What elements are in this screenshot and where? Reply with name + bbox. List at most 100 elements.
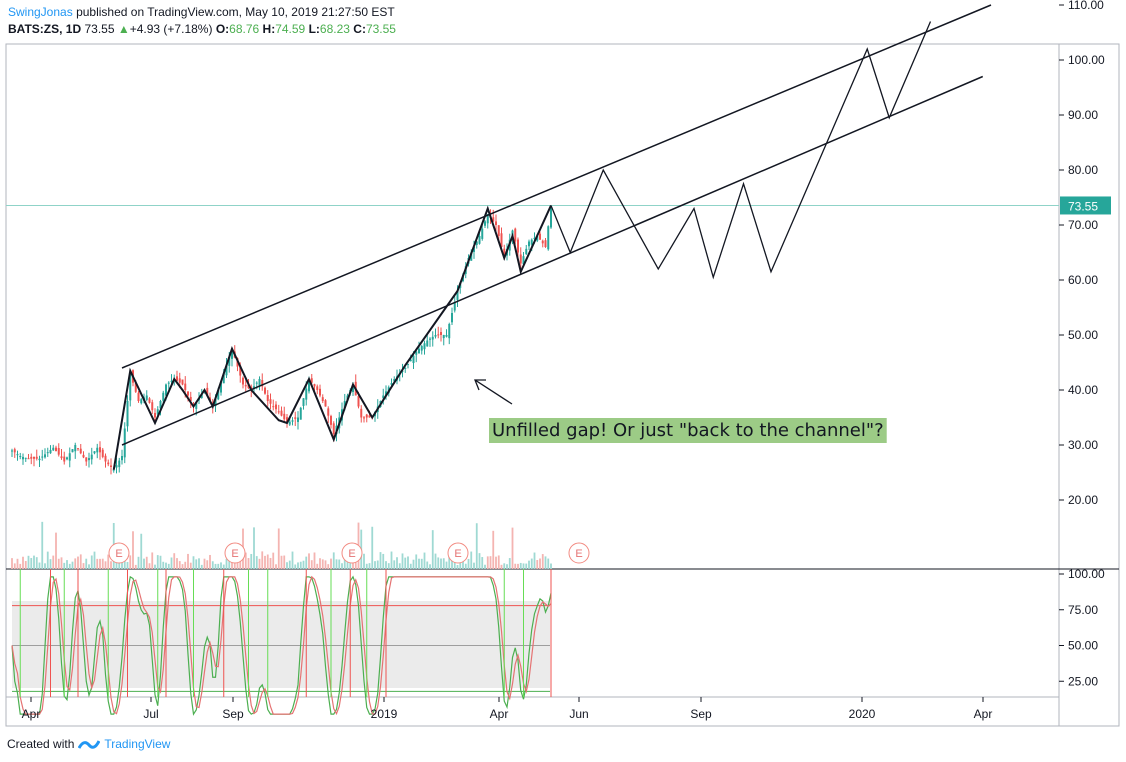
candle-body — [96, 447, 99, 453]
candle-body — [244, 385, 247, 387]
volume-bar — [401, 553, 404, 569]
candle-body — [66, 457, 68, 460]
volume-bar — [46, 551, 49, 569]
price-tick-label: 40.00 — [1068, 383, 1098, 397]
candle-body — [167, 382, 170, 384]
volume-bar — [481, 557, 484, 569]
candle-body — [363, 417, 365, 419]
volume-bar — [363, 553, 365, 569]
volume-bar — [382, 553, 385, 569]
candle-body — [519, 254, 522, 264]
volume-bar — [96, 558, 99, 569]
low-label: L: — [308, 22, 320, 36]
candle-body — [544, 240, 547, 247]
candle-body — [217, 390, 220, 400]
volume-bar — [429, 564, 431, 569]
volume-bar — [129, 555, 132, 569]
volume-bar — [440, 558, 442, 569]
volume-bar — [335, 559, 338, 569]
candle-body — [536, 236, 539, 241]
volume-bar — [530, 558, 533, 569]
volume-bar — [137, 556, 140, 569]
candle-body — [220, 381, 222, 393]
candle-body — [539, 233, 541, 240]
price-tick-label: 30.00 — [1068, 438, 1098, 452]
volume-bar — [231, 557, 233, 569]
candle-body — [255, 382, 258, 384]
volume-bar — [343, 553, 346, 569]
candle-body — [27, 458, 30, 460]
volume-bar — [156, 555, 159, 569]
candle-body — [528, 241, 530, 247]
volume-bar — [16, 558, 19, 569]
earnings-marker — [224, 542, 246, 564]
volume-bar — [258, 558, 261, 569]
volume-bar — [126, 561, 129, 569]
volume-bar — [63, 562, 66, 569]
volume-bar — [11, 558, 13, 569]
volume-bar — [288, 560, 291, 569]
volume-bar — [187, 553, 189, 569]
candle-body — [327, 408, 330, 416]
candle-body — [484, 221, 486, 226]
candle-body — [305, 388, 308, 400]
volume-bar — [275, 564, 277, 569]
time-tick-label: Apr — [490, 707, 509, 721]
chart-frame — [5, 43, 1120, 727]
candle-body — [478, 236, 481, 244]
volume-bar — [434, 553, 437, 569]
volume-bar — [90, 555, 93, 569]
candle-body — [140, 399, 143, 404]
candle-body — [514, 228, 517, 242]
volume-bar — [22, 556, 24, 569]
candle-body — [352, 384, 354, 393]
volume-bar — [228, 557, 231, 569]
volume-bar — [41, 521, 44, 569]
volume-bar — [176, 558, 178, 569]
candle-body — [30, 456, 33, 459]
volume-bar — [379, 552, 382, 569]
volume-bar — [415, 554, 418, 569]
volume-bar — [528, 560, 530, 569]
candle-body — [33, 456, 35, 459]
candle-body — [71, 449, 74, 453]
volume-bar — [475, 523, 478, 569]
candle-body — [533, 237, 536, 240]
author-link[interactable]: SwingJonas — [8, 5, 73, 19]
candle-body — [24, 457, 27, 459]
candle-body — [442, 335, 445, 339]
volume-bar — [541, 554, 544, 569]
candle-body — [316, 386, 319, 390]
candle-body — [440, 332, 442, 335]
volume-bar — [437, 557, 440, 569]
volume-bar — [497, 555, 500, 569]
volume-bar — [500, 564, 503, 569]
volume-bar — [426, 561, 429, 569]
candle-body — [420, 346, 423, 351]
volume-bar — [88, 564, 90, 569]
candle-body — [343, 401, 346, 408]
volume-bar — [189, 562, 192, 569]
tradingview-link[interactable]: TradingView — [104, 737, 171, 751]
volume-bar — [495, 556, 497, 569]
volume-bar — [525, 563, 528, 569]
arrow-line — [474, 379, 513, 405]
candle-body — [497, 225, 500, 236]
candle-body — [93, 451, 96, 454]
volume-bar — [385, 561, 387, 569]
volume-bar — [544, 556, 547, 569]
candle-body — [187, 391, 189, 396]
candle-body — [473, 247, 475, 252]
candle-body — [137, 392, 140, 401]
volume-bar — [354, 561, 357, 569]
symbol-label[interactable]: BATS:ZS, 1D — [8, 22, 82, 36]
volume-bar — [321, 559, 324, 569]
volume-bar — [214, 563, 217, 569]
candle-body — [129, 373, 132, 401]
last-price-badge — [1060, 196, 1111, 215]
candle-body — [22, 456, 24, 460]
candle-body — [112, 469, 115, 471]
volume-bar — [55, 532, 57, 569]
time-tick-label: 2019 — [371, 707, 398, 721]
